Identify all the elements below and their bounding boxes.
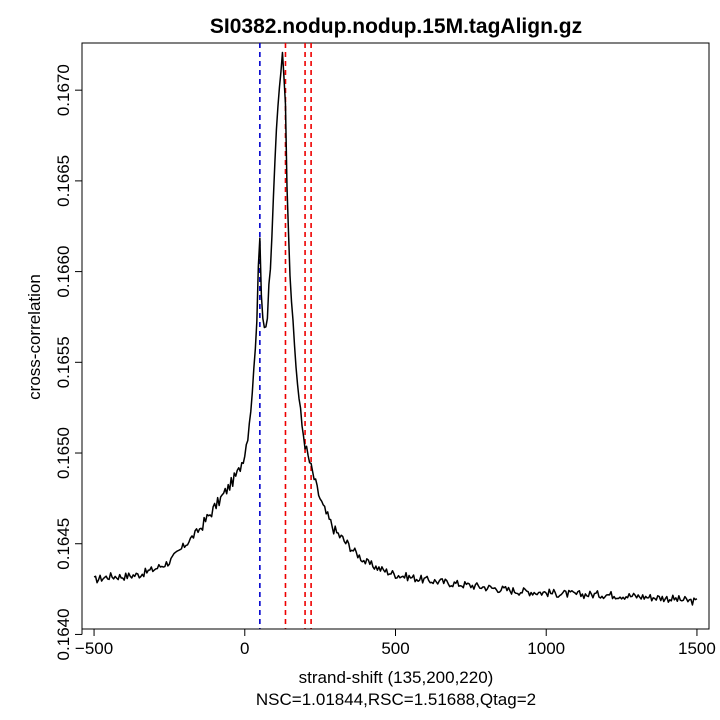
y-tick-label: 0.1655 (54, 336, 73, 388)
y-tick-label: 0.1645 (54, 518, 73, 570)
x-tick-label: −500 (75, 639, 113, 658)
series-line-1 (93, 51, 698, 606)
y-tick-label: 0.1670 (54, 64, 73, 116)
plot-frame (81, 42, 710, 630)
x-axis: −500 0 500 1000 1500 (75, 628, 716, 658)
x-tick-label: 500 (381, 639, 409, 658)
x-axis-label: strand-shift (135,200,220) (299, 668, 494, 687)
chart-subtitle: NSC=1.01844,RSC=1.51688,Qtag=2 (256, 690, 536, 709)
y-tick-label: 0.1660 (54, 246, 73, 298)
x-tick-label: 0 (240, 639, 249, 658)
x-tick-label: 1000 (527, 639, 565, 658)
series-layer (93, 51, 698, 606)
y-axis-label: cross-correlation (25, 274, 44, 400)
y-axis: 0.1640 0.1645 0.1650 0.1655 0.1660 0.1665 0.16… (54, 64, 83, 660)
chart-title: SI0382.nodup.nodup.15M.tagAlign.gz (210, 15, 582, 38)
reference-lines (259, 43, 312, 629)
y-tick-label: 0.1640 (54, 608, 73, 660)
x-tick-label: 1500 (678, 639, 716, 658)
y-tick-label: 0.1665 (54, 155, 73, 207)
y-tick-label: 0.1650 (54, 427, 73, 479)
